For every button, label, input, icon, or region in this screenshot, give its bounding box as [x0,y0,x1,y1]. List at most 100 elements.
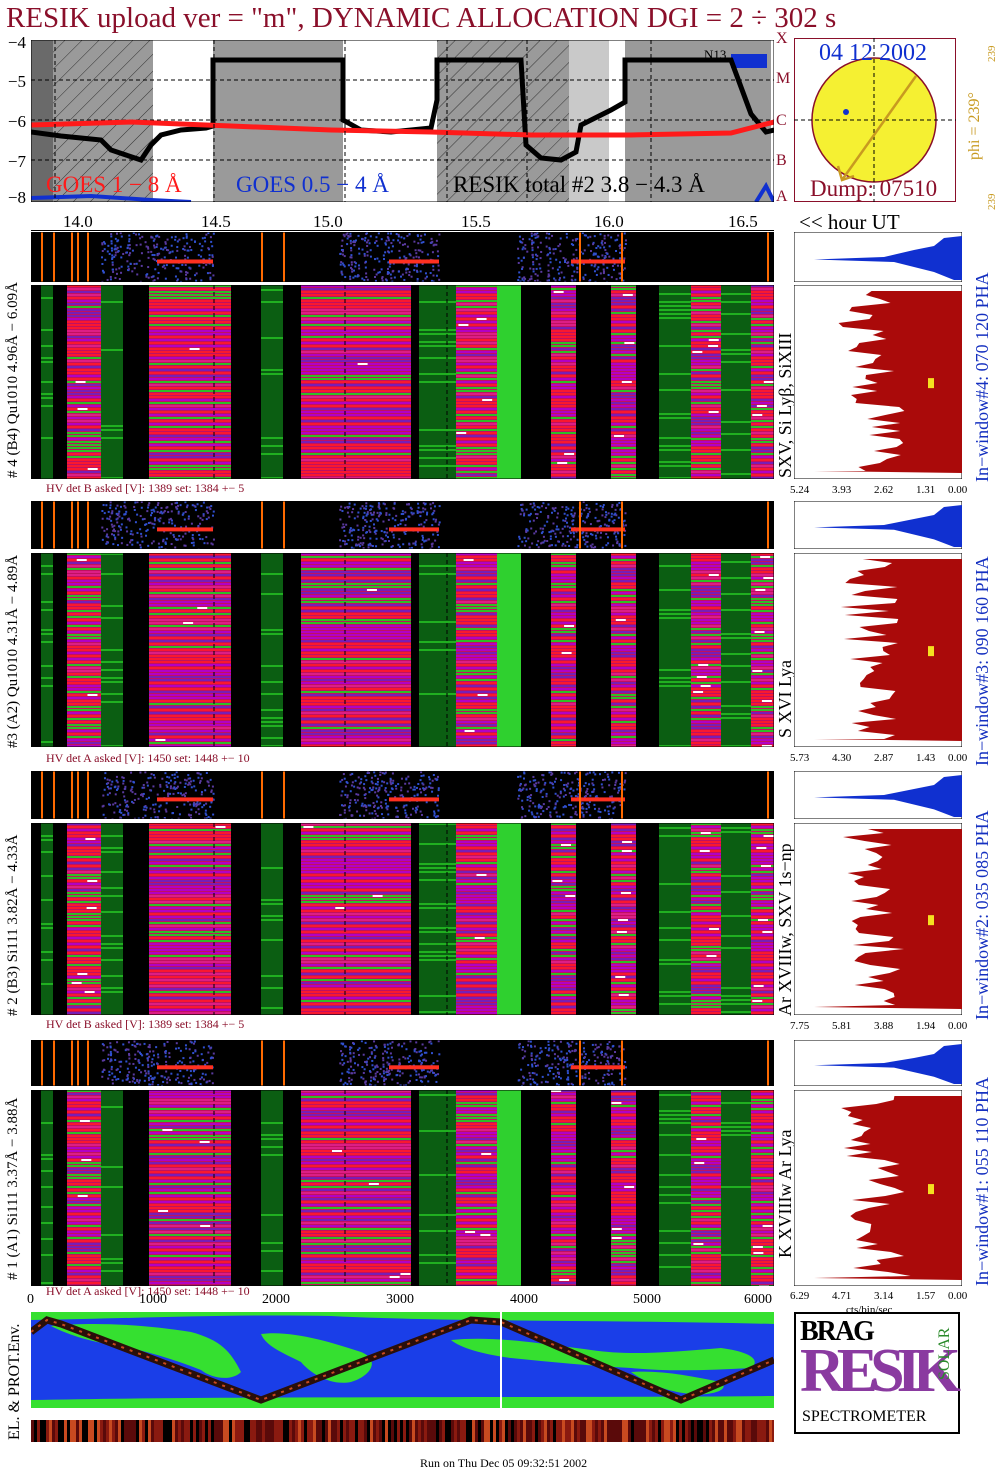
pha-tick: 0.00 [948,1020,968,1032]
channel-tick: 3000 [386,1292,414,1307]
logo-spectrometer-text: SPECTROMETER [802,1408,927,1425]
time-tick: 15.5 [461,212,491,231]
logo-solar-text: SOLAR [936,1327,953,1380]
goes-class-letter: A [776,188,788,205]
pha-tick: 4.71 [832,1290,852,1302]
detector-1-spectrogram [31,1090,774,1286]
detector-4-line-label: SXV, Si Lyβ, SiXIII [775,332,795,478]
detector-2-pha-small [794,771,962,819]
detector-1-lightcurve [31,1040,774,1086]
goes-ytick: −7 [7,152,26,171]
time-tick: 16.0 [594,212,624,231]
pha-tick: 1.31 [916,484,936,496]
goes-class-axis: X M C B A [774,30,792,210]
goes-ytick: −6 [7,112,26,131]
detector-4-spectrogram [31,285,774,479]
detector-3-pha-small [794,501,962,549]
time-axis: 14.0 14.5 15.0 15.5 16.0 16.5 [31,204,774,231]
orbit-environment-map [31,1312,774,1408]
time-tick: 14.5 [201,212,231,231]
pha-tick: 3.88 [874,1020,894,1032]
detector-1-hv-text: HV det A asked [V]: 1450 set: 1448 +− 10 [46,1284,250,1298]
detector-3-line-label: S XVI Lya [775,660,795,738]
goes-ytick: −4 [7,33,26,52]
environment-label: EL. & PROT.Env. [6,1323,23,1440]
pha-tick: 5.73 [790,752,810,764]
pha-tick: 2.87 [874,752,894,764]
detector-2-hv-text: HV det B asked [V]: 1389 set: 1384 +− 5 [46,1017,245,1031]
detector-4-hv-text: HV det B asked [V]: 1389 set: 1384 +− 5 [46,481,245,495]
time-tick: 14.0 [63,212,93,231]
goes-legend-short: GOES 0.5 − 4 Å [236,172,389,197]
detector-3-hv-text: HV det A asked [V]: 1450 set: 1448 +− 10 [46,751,250,765]
detector-1-window-label: In−window#1: 055 110 PHA [972,1077,992,1286]
channel-tick: 5000 [633,1292,661,1307]
time-tick: 15.0 [313,212,343,231]
channel-tick: 0 [27,1292,34,1307]
phi-small-bottom: 239 [986,193,998,211]
resik-logo: BRAG RESIK SOLAR SPECTROMETER [794,1312,961,1434]
pha-tick: 5.81 [832,1020,852,1032]
detector-3-side-label: #3 (A2) Qu1010 4.31Å − 4.89Å [5,554,21,748]
channel-axis: 0 1000 2000 3000 4000 5000 6000 [27,1292,774,1308]
detector-3-window-label: In−window#3: 090 160 PHA [972,556,992,766]
channel-tick: 1000 [139,1292,167,1307]
detector-2-window-label: In−window#2: 035 085 PHA [972,810,992,1020]
detector-2-pha-histogram [794,823,962,1015]
goes-legend-long: GOES 1 − 8 Å [46,172,182,197]
detector-4-pha-histogram [794,285,962,479]
logo-main-text: RESIK [800,1337,961,1405]
observation-date: 04 12 2002 [819,40,927,66]
detector-2-line-label: Ar XVIIIw, SXV 1s−np [775,843,795,1016]
goes-lightcurve-plot [31,40,774,202]
goes-class-letter: C [776,112,787,129]
pha-tick: 6.29 [790,1290,810,1302]
sun-disk-panel [794,38,956,202]
goes-class-letter: M [776,70,791,87]
goes-legend-resik: RESIK total #2 3.8 − 4.3 Å [453,172,705,197]
pha-tick: 5.24 [790,484,810,496]
detector-3-spectrogram [31,553,774,747]
channel-tick: 4000 [510,1292,538,1307]
detector-3-lightcurve [31,501,774,549]
time-unit-label: << hour UT [799,210,900,234]
environment-flux-bar [31,1420,774,1442]
goes-class-letter: X [776,30,788,47]
detector-4-window-label: In−window#4: 070 120 PHA [972,272,992,482]
pha-tick: 2.62 [874,484,894,496]
pha-tick: 0.00 [948,752,968,764]
dump-number: Dump: 07510 [810,176,938,201]
goes-y-axis: −4 −5 −6 −7 −8 [0,30,30,210]
detector-4-lightcurve [31,232,774,282]
detector-1-pha-histogram [794,1090,962,1286]
channel-tick: 6000 [744,1292,772,1307]
detector-1-pha-small [794,1040,962,1086]
detector-2-side-label: # 2 (B3) Si111 3.82Å − 4.33Å [5,834,21,1016]
pha-tick: 3.93 [832,484,852,496]
goes-ytick: −5 [7,72,26,91]
goes-class-letter: B [776,152,787,169]
detector-2-lightcurve [31,771,774,819]
pha-tick: 3.14 [874,1290,894,1302]
detector-4-pha-small [794,232,962,282]
detector-1-line-label: K XVIIIw Ar Lya [775,1129,795,1258]
pha-tick: 7.75 [790,1020,810,1032]
phi-small-top: 239 [986,45,998,63]
page-title: RESIK upload ver = "m", DYNAMIC ALLOCATI… [6,2,837,34]
detector-2-spectrogram [31,823,774,1015]
run-timestamp: Run on Thu Dec 05 09:32:51 2002 [420,1456,588,1470]
pha-tick: 4.30 [832,752,852,764]
channel-tick: 2000 [262,1292,290,1307]
goes-ytick: −8 [7,188,26,207]
pha-tick: 1.43 [916,752,936,764]
logo-bragg-text: BRAG [800,1316,875,1347]
phi-label: phi = 239° [966,92,983,160]
pha-tick: 0.00 [948,484,968,496]
pha-tick: 1.57 [916,1290,936,1302]
time-tick: 16.5 [728,212,758,231]
pha-tick: 0.00 [948,1290,968,1302]
pha-tick: 1.94 [916,1020,936,1032]
detector-3-pha-histogram [794,553,962,747]
detector-4-side-label: # 4 (B4) Qu1010 4.96Å − 6.09Å [5,282,21,478]
noaa-region-label: N13 [704,47,727,62]
